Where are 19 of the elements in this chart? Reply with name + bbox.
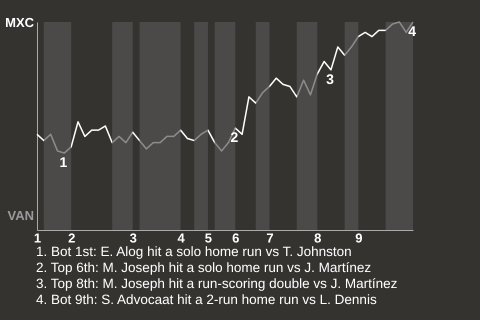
- text: 3. Top 8th: M. Joseph hit a run-scoring double vs J. Martínez: [36, 276, 398, 292]
- x-tick-label: 1: [34, 230, 42, 246]
- text: 2. Top 6th: M. Joseph hit a solo home run vs J. Martínez: [36, 260, 372, 276]
- annotation: 3: [326, 70, 334, 87]
- x-tick-label: 3: [130, 230, 137, 246]
- text: 4. Bot 9th: S. Advocaat hit a 2-run home run vs L. Dennis: [36, 292, 378, 308]
- x-tick-label: 6: [232, 230, 240, 246]
- text: VAN: [8, 208, 34, 223]
- x-tick-label: 4: [177, 230, 186, 246]
- x-tick-label: 9: [355, 230, 362, 246]
- annotation: 4: [408, 23, 416, 39]
- x-tick-label: 7: [266, 230, 274, 246]
- text: MXC: [5, 15, 34, 30]
- x-tick-label: 8: [314, 230, 322, 246]
- text: 1. Bot 1st: E. Alog hit a solo home run vs T. Johnston: [36, 244, 353, 260]
- x-tick-label: 2: [68, 230, 76, 246]
- annotation: 1: [60, 154, 68, 170]
- x-tick-label: 5: [204, 230, 212, 246]
- annotation: 2: [230, 129, 238, 146]
